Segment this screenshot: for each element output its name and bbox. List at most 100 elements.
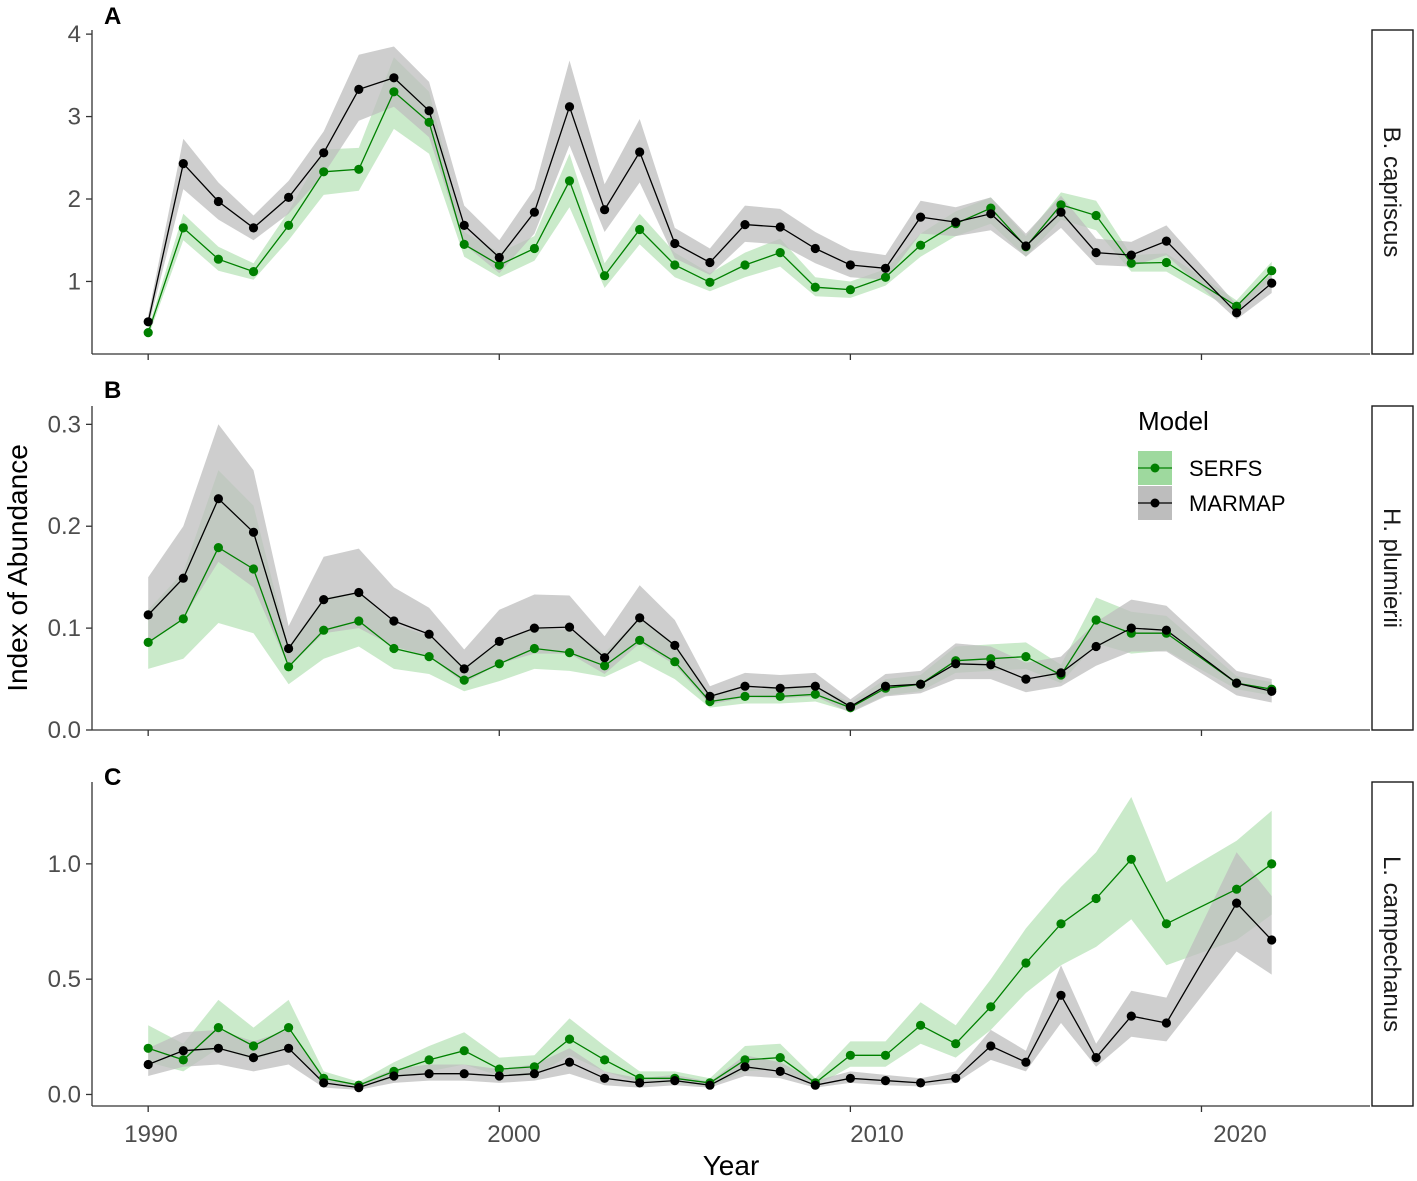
x-tick-label: 2000 <box>487 1121 540 1148</box>
data-point-serfs <box>635 224 645 235</box>
legend-key-point <box>1150 498 1160 508</box>
x-tick-label: 2010 <box>850 1121 903 1148</box>
legend-label-marmap: MARMAP <box>1189 491 1286 516</box>
data-point-marmap <box>1091 1053 1101 1063</box>
data-point-marmap <box>810 243 820 254</box>
data-point-marmap <box>1021 241 1031 251</box>
data-point-serfs <box>1021 652 1031 662</box>
data-point-serfs <box>459 675 469 685</box>
data-point-marmap <box>213 196 223 207</box>
series-line-marmap <box>147 902 1273 1089</box>
y-tick-label: 3 <box>68 104 81 131</box>
series-lines <box>147 497 1272 709</box>
legend-label-serfs: SERFS <box>1189 456 1262 481</box>
data-point-serfs <box>775 248 785 258</box>
confidence-bands <box>148 424 1272 713</box>
y-axis: 0.0 0.1 0.2 0.3 <box>48 406 93 744</box>
data-point-serfs <box>1091 615 1101 625</box>
data-point-marmap <box>424 1069 434 1079</box>
data-point-serfs <box>810 689 820 699</box>
y-tick-label: 1 <box>68 268 81 295</box>
panel-letter: C <box>104 764 121 791</box>
data-point-serfs <box>600 1055 610 1065</box>
series-points <box>143 73 1277 338</box>
data-point-marmap <box>951 1073 961 1083</box>
data-point-serfs <box>248 1041 259 1051</box>
data-point-marmap <box>389 1071 399 1081</box>
series-line-serfs <box>147 90 1273 333</box>
legend-key-point <box>1150 463 1160 473</box>
data-point-marmap <box>1267 686 1277 696</box>
data-point-marmap <box>284 643 294 654</box>
data-point-marmap <box>705 257 715 268</box>
data-point-marmap <box>880 263 891 273</box>
ci-band-marmap <box>148 424 1272 713</box>
data-point-marmap <box>1126 1011 1136 1021</box>
data-point-marmap <box>354 1083 364 1093</box>
panel-c: 0.0 0.5 1.0 C L. campechanus <box>48 764 1414 1112</box>
data-point-serfs <box>213 1023 223 1033</box>
data-point-serfs <box>354 164 364 174</box>
series-points <box>143 494 1277 713</box>
x-axis <box>92 353 1370 360</box>
data-point-serfs <box>600 661 610 671</box>
data-point-marmap <box>459 220 469 230</box>
data-point-marmap <box>319 148 329 158</box>
data-point-serfs <box>880 272 891 282</box>
data-point-serfs <box>916 240 926 250</box>
data-point-serfs <box>213 543 223 553</box>
data-point-marmap <box>178 159 188 169</box>
y-tick-label: 4 <box>68 21 81 48</box>
data-point-marmap <box>740 681 750 691</box>
data-point-marmap <box>1126 250 1136 260</box>
data-point-marmap <box>143 1059 153 1070</box>
data-point-serfs <box>319 167 329 177</box>
data-point-marmap <box>1232 678 1242 688</box>
data-point-marmap <box>810 681 820 691</box>
data-point-serfs <box>424 1055 434 1065</box>
data-point-marmap <box>1232 898 1242 908</box>
facet-strip <box>1371 781 1414 1107</box>
data-point-serfs <box>775 1053 785 1063</box>
data-point-marmap <box>248 527 259 537</box>
data-point-marmap <box>775 683 785 693</box>
y-tick-label: 1.0 <box>48 851 81 878</box>
data-point-marmap <box>529 623 540 633</box>
data-point-marmap <box>740 1062 750 1072</box>
data-point-marmap <box>459 664 469 674</box>
data-point-serfs <box>1267 859 1277 869</box>
data-point-marmap <box>284 192 294 202</box>
data-point-marmap <box>1021 674 1031 684</box>
x-tick-label: 2020 <box>1213 1121 1266 1148</box>
data-point-serfs <box>986 1002 996 1012</box>
data-point-marmap <box>1091 248 1101 258</box>
data-point-serfs <box>951 1039 961 1049</box>
data-point-marmap <box>424 629 434 639</box>
data-point-marmap <box>529 1069 540 1079</box>
data-point-marmap <box>248 1053 259 1063</box>
x-axis-title: Year <box>703 1150 760 1181</box>
series-line-serfs <box>147 546 1272 709</box>
data-point-serfs <box>740 260 750 270</box>
data-point-serfs <box>424 117 434 127</box>
data-point-marmap <box>635 613 645 623</box>
x-tick-label: 1990 <box>124 1121 177 1148</box>
series-lines <box>147 77 1273 333</box>
data-point-serfs <box>775 691 785 702</box>
data-point-marmap <box>670 1076 680 1086</box>
data-point-serfs <box>564 648 575 658</box>
data-point-serfs <box>1056 919 1066 929</box>
y-axis: 1 2 3 4 <box>68 21 93 354</box>
legend-key-marmap: MARMAP <box>1138 486 1286 520</box>
series-line-serfs <box>147 858 1273 1086</box>
data-point-serfs <box>178 614 188 624</box>
data-point-marmap <box>564 1057 575 1067</box>
confidence-bands <box>148 46 1272 337</box>
data-point-marmap <box>600 1073 610 1083</box>
ci-band-serfs <box>148 57 1272 337</box>
data-point-serfs <box>319 625 329 635</box>
data-point-marmap <box>775 1066 785 1076</box>
x-tick-labels: 1990 2000 2010 2020 <box>124 1121 1266 1148</box>
data-point-serfs <box>529 643 540 654</box>
data-point-marmap <box>1056 207 1066 217</box>
